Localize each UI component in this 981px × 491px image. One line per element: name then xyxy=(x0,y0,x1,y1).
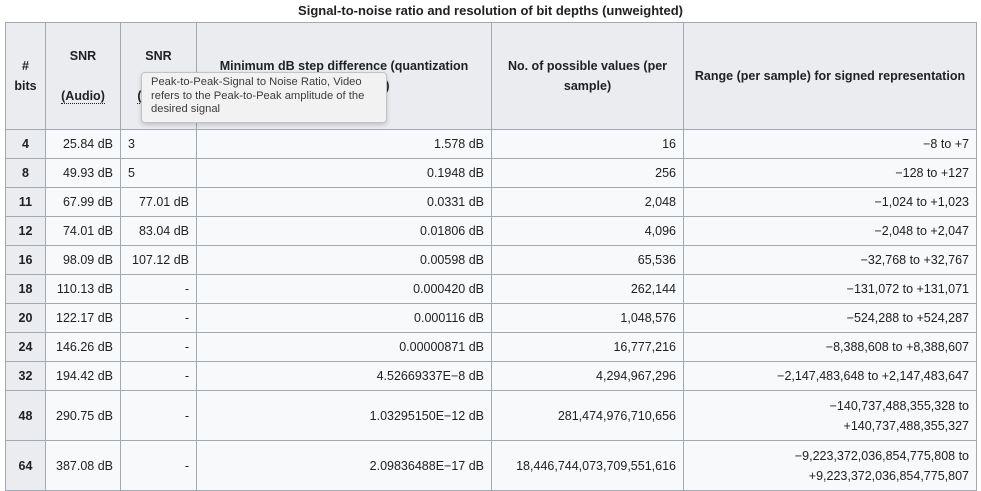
values-cell: 281,474,976,710,656 xyxy=(491,390,684,441)
header-snr-audio-label: SNR xyxy=(69,49,97,63)
snr-audio-cell: 49.93 dB xyxy=(45,158,121,188)
snr-audio-cell: 25.84 dB xyxy=(45,129,121,159)
header-range: Range (per sample) for signed representa… xyxy=(683,22,977,130)
values-cell: 256 xyxy=(491,158,684,188)
bits-cell: 18 xyxy=(5,274,46,304)
header-snr-video-label: SNR xyxy=(145,49,172,63)
values-cell: 2,048 xyxy=(491,187,684,217)
range-cell: −1,024 to +1,023 xyxy=(683,187,977,217)
step-cell: 0.00000871 dB xyxy=(196,332,492,362)
table-row: 64 387.08 dB - 2.09836488E−17 dB 18,446,… xyxy=(5,440,977,491)
bits-cell: 20 xyxy=(5,303,46,333)
step-cell: 0.000420 dB xyxy=(196,274,492,304)
step-cell: 0.000116 dB xyxy=(196,303,492,333)
values-cell: 4,096 xyxy=(491,216,684,246)
snr-video-cell: - xyxy=(120,361,197,391)
snr-audio-cell: 122.17 dB xyxy=(45,303,121,333)
values-cell: 16 xyxy=(491,129,684,159)
snr-audio-cell: 67.99 dB xyxy=(45,187,121,217)
snr-video-cell: - xyxy=(120,390,197,441)
snr-video-cell: - xyxy=(120,303,197,333)
header-snr-audio: SNR (Audio) xyxy=(45,22,121,130)
step-cell: 0.0331 dB xyxy=(196,187,492,217)
table-row: 48 290.75 dB - 1.03295150E−12 dB 281,474… xyxy=(5,390,977,441)
range-cell: −8,388,608 to +8,388,607 xyxy=(683,332,977,362)
snr-video-cell: 107.12 dB xyxy=(120,245,197,275)
snr-audio-cell: 290.75 dB xyxy=(45,390,121,441)
snr-audio-cell: 98.09 dB xyxy=(45,245,121,275)
range-cell: −524,288 to +524,287 xyxy=(683,303,977,333)
values-cell: 262,144 xyxy=(491,274,684,304)
values-cell: 4,294,967,296 xyxy=(491,361,684,391)
step-cell: 2.09836488E−17 dB xyxy=(196,440,492,491)
snr-audio-cell: 146.26 dB xyxy=(45,332,121,362)
snr-audio-cell: 110.13 dB xyxy=(45,274,121,304)
table-row: 12 74.01 dB 83.04 dB 0.01806 dB 4,096 −2… xyxy=(5,216,977,246)
table-row: 16 98.09 dB 107.12 dB 0.00598 dB 65,536 … xyxy=(5,245,977,275)
header-bits: # bits xyxy=(5,22,46,130)
values-cell: 65,536 xyxy=(491,245,684,275)
snr-video-cell: - xyxy=(120,440,197,491)
range-cell: −2,147,483,648 to +2,147,483,647 xyxy=(683,361,977,391)
snr-video-cell: - xyxy=(120,274,197,304)
bits-cell: 11 xyxy=(5,187,46,217)
snr-video-cell: 5 xyxy=(120,158,197,188)
step-cell: 1.578 dB xyxy=(196,129,492,159)
snr-video-cell: 83.04 dB xyxy=(120,216,197,246)
snr-video-cell: - xyxy=(120,332,197,362)
step-cell: 0.01806 dB xyxy=(196,216,492,246)
bits-cell: 32 xyxy=(5,361,46,391)
values-cell: 1,048,576 xyxy=(491,303,684,333)
bits-cell: 64 xyxy=(5,440,46,491)
values-cell: 18,446,744,073,709,551,616 xyxy=(491,440,684,491)
values-cell: 16,777,216 xyxy=(491,332,684,362)
snr-audio-cell: 387.08 dB xyxy=(45,440,121,491)
snr-video-tooltip: Peak-to-Peak-Signal to Noise Ratio, Vide… xyxy=(141,72,387,123)
step-cell: 0.1948 dB xyxy=(196,158,492,188)
table-row: 8 49.93 dB 5 0.1948 dB 256 −128 to +127 xyxy=(5,158,977,188)
range-cell: −9,223,372,036,854,775,808 to +9,223,372… xyxy=(683,440,977,491)
bits-cell: 8 xyxy=(5,158,46,188)
bits-cell: 4 xyxy=(5,129,46,159)
range-cell: −128 to +127 xyxy=(683,158,977,188)
table-row: 18 110.13 dB - 0.000420 dB 262,144 −131,… xyxy=(5,274,977,304)
snr-audio-cell: 74.01 dB xyxy=(45,216,121,246)
range-cell: −8 to +7 xyxy=(683,129,977,159)
bits-cell: 12 xyxy=(5,216,46,246)
table-row: 24 146.26 dB - 0.00000871 dB 16,777,216 … xyxy=(5,332,977,362)
bits-cell: 48 xyxy=(5,390,46,441)
snr-audio-cell: 194.42 dB xyxy=(45,361,121,391)
bits-cell: 16 xyxy=(5,245,46,275)
step-cell: 0.00598 dB xyxy=(196,245,492,275)
snr-audio-abbr[interactable]: (Audio) xyxy=(61,89,105,104)
range-cell: −131,072 to +131,071 xyxy=(683,274,977,304)
snr-video-cell: 77.01 dB xyxy=(120,187,197,217)
table-row: 4 25.84 dB 3 1.578 dB 16 −8 to +7 xyxy=(5,129,977,159)
step-cell: 4.52669337E−8 dB xyxy=(196,361,492,391)
step-cell: 1.03295150E−12 dB xyxy=(196,390,492,441)
table-title: Signal-to-noise ratio and resolution of … xyxy=(298,3,683,18)
range-cell: −32,768 to +32,767 xyxy=(683,245,977,275)
snr-video-cell: 3 xyxy=(120,129,197,159)
bits-cell: 24 xyxy=(5,332,46,362)
table-row: 11 67.99 dB 77.01 dB 0.0331 dB 2,048 −1,… xyxy=(5,187,977,217)
range-cell: −140,737,488,355,328 to +140,737,488,355… xyxy=(683,390,977,441)
table-row: 32 194.42 dB - 4.52669337E−8 dB 4,294,96… xyxy=(5,361,977,391)
header-values: No. of possible values (per sample) xyxy=(491,22,684,130)
table-row: 20 122.17 dB - 0.000116 dB 1,048,576 −52… xyxy=(5,303,977,333)
range-cell: −2,048 to +2,047 xyxy=(683,216,977,246)
